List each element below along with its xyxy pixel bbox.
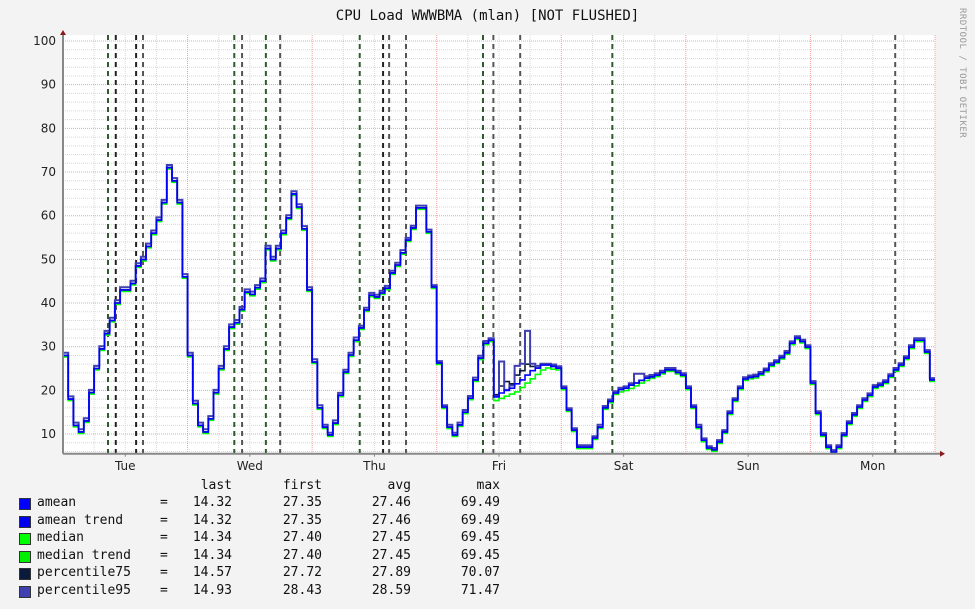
legend-row-median-trend: median trend = 14.34 27.40 27.45 69.45 — [0, 548, 600, 565]
legend-name: percentile95 — [37, 583, 131, 598]
legend-header: last first avg max — [0, 478, 600, 495]
legend-avg: 27.46 — [371, 512, 411, 528]
header-avg: avg — [387, 478, 411, 493]
legend-equals: = — [160, 512, 168, 528]
legend-max: 69.45 — [460, 547, 500, 563]
x-axis-arrow-icon — [940, 450, 945, 457]
y-tick-label: 90 — [41, 78, 56, 92]
x-tick-label: Fri — [492, 459, 506, 473]
legend-equals: = — [160, 547, 168, 563]
legend-swatch — [19, 586, 31, 598]
y-tick-label: 60 — [41, 209, 56, 223]
legend-row-percentile95: percentile95 = 14.93 28.43 28.59 71.47 — [0, 583, 600, 600]
legend-name: amean — [37, 495, 77, 510]
legend-first: 27.40 — [282, 547, 322, 563]
header-first: first — [282, 478, 322, 493]
legend-name: median — [37, 530, 84, 546]
series-line-amean — [63, 166, 935, 453]
legend-row-percentile75: percentile75 = 14.57 27.72 27.89 70.07 — [0, 565, 600, 582]
legend-last: 14.34 — [192, 530, 232, 546]
legend-max: 69.45 — [460, 530, 500, 546]
legend-avg: 28.59 — [371, 583, 411, 598]
header-last: last — [200, 478, 232, 493]
x-tick-label: Sun — [737, 459, 760, 473]
header-max: max — [476, 478, 500, 493]
legend-first: 27.72 — [282, 565, 322, 581]
legend-last: 14.93 — [192, 583, 232, 598]
y-tick-label: 40 — [41, 296, 56, 310]
legend-swatch — [19, 550, 31, 563]
x-tick-label: Wed — [237, 459, 263, 473]
legend-name: median trend — [37, 547, 131, 563]
y-tick-label: 30 — [41, 340, 56, 354]
x-tick-label: Sat — [614, 459, 634, 473]
legend-equals: = — [160, 583, 168, 598]
legend-last: 14.34 — [192, 547, 232, 563]
legend-row-amean: amean = 14.32 27.35 27.46 69.49 — [0, 495, 600, 512]
legend-avg: 27.46 — [371, 495, 411, 510]
legend-swatch — [19, 498, 31, 510]
legend-row-amean-trend: amean trend = 14.32 27.35 27.46 69.49 — [0, 513, 600, 530]
rrdtool-watermark: RRDTOOL / TOBI OETIKER — [957, 8, 967, 139]
chart-title: CPU Load WWWBMA (mlan) [NOT FLUSHED] — [335, 8, 640, 24]
legend-first: 28.43 — [282, 583, 322, 598]
legend-avg: 27.89 — [371, 565, 411, 581]
x-tick-label: Mon — [860, 459, 885, 473]
y-tick-label: 100 — [33, 34, 56, 48]
legend-name: amean trend — [37, 512, 124, 528]
legend-swatch — [19, 515, 31, 528]
legend-row-median: median = 14.34 27.40 27.45 69.45 — [0, 530, 600, 547]
legend-max: 71.47 — [460, 583, 500, 598]
y-tick-label: 70 — [41, 165, 56, 179]
legend-swatch — [19, 533, 31, 546]
legend-equals: = — [160, 530, 168, 546]
y-tick-label: 20 — [41, 383, 56, 397]
legend-max: 70.07 — [460, 565, 500, 581]
y-axis-arrow-icon — [60, 30, 66, 35]
legend-first: 27.35 — [282, 512, 322, 528]
y-tick-label: 50 — [41, 252, 56, 266]
x-tick-label: Thu — [362, 459, 386, 473]
legend-avg: 27.45 — [371, 547, 411, 563]
legend-last: 14.32 — [192, 512, 232, 528]
legend-last: 14.32 — [192, 495, 232, 510]
legend-swatch — [19, 568, 31, 581]
legend-first: 27.40 — [282, 530, 322, 546]
y-tick-label: 80 — [41, 121, 56, 135]
legend-first: 27.35 — [282, 495, 322, 510]
legend-last: 14.57 — [192, 565, 232, 581]
legend-name: percentile75 — [37, 565, 131, 581]
legend-avg: 27.45 — [371, 530, 411, 546]
legend-equals: = — [160, 565, 168, 581]
legend-max: 69.49 — [460, 495, 500, 510]
legend-max: 69.49 — [460, 512, 500, 528]
x-tick-label: Tue — [114, 459, 136, 473]
legend-equals: = — [160, 495, 168, 510]
cpu-load-chart: 10 20 30 40 50 60 70 80 90 100 Tue Wed Thu Fri Sat Sun M… — [33, 30, 945, 473]
y-tick-label: 10 — [41, 427, 56, 441]
